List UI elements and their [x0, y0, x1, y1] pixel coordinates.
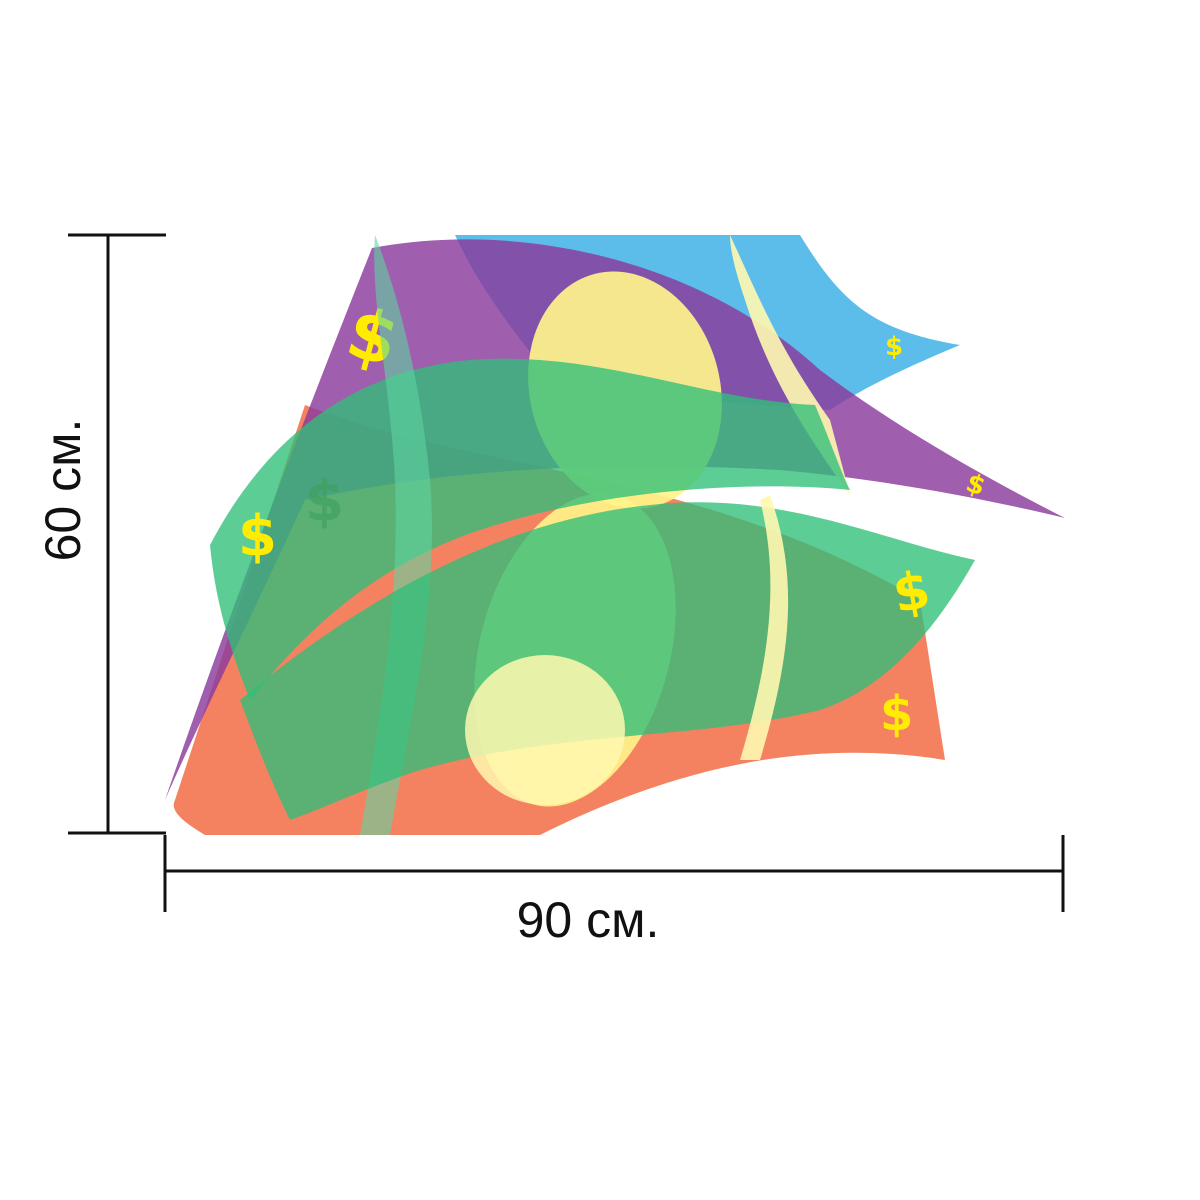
- dollar-sign-icon: $: [305, 469, 344, 534]
- width-dimension: [163, 835, 1065, 912]
- height-dimension: [68, 233, 166, 835]
- green-banknote-lower: $: [240, 495, 975, 820]
- dollar-sign-icon: $: [885, 332, 903, 362]
- dollar-sign-icon: $: [880, 686, 913, 742]
- dollar-sign-icon: $: [238, 504, 277, 569]
- banknotes-artwork: $ $ $ $ $ $: [165, 235, 1065, 835]
- width-label: 90 см.: [517, 892, 660, 948]
- height-label: 60 см.: [35, 419, 91, 562]
